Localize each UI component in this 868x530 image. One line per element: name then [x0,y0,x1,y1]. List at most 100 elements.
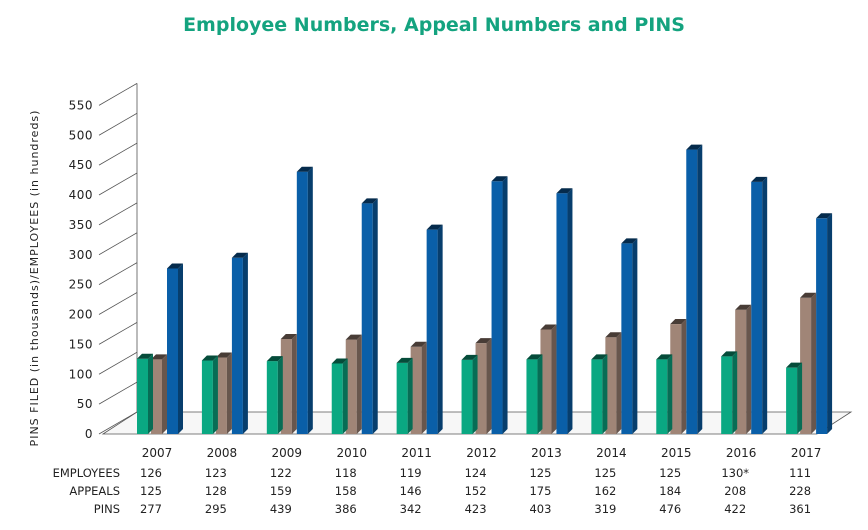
bar-appeals-2008 [215,352,232,434]
table-cell-employees: 125 [594,466,616,480]
bar-face [296,171,308,434]
bar-top [231,252,248,258]
bar-appeals-2012 [475,338,492,434]
y-tick-line [98,232,138,256]
bar-side [342,358,348,434]
bar-side [697,144,703,434]
table-cell-employees: 125 [529,466,551,480]
y-tick-label: 50 [77,397,93,411]
y-tick-label: 550 [69,98,93,112]
chart-title: Employee Numbers, Appeal Numbers and PIN… [183,14,685,36]
table-cell-pins: 422 [724,502,746,516]
x-category-label: 2015 [661,446,692,460]
bar-side [616,332,622,434]
x-category-label: 2013 [531,446,562,460]
bar-side [212,355,218,434]
x-category-label: 2008 [207,446,238,460]
bar-pins-2008 [231,252,248,434]
table-cell-appeals: 125 [140,484,162,498]
bar-face [721,356,733,434]
bar-face [201,360,213,434]
bar-top [686,144,703,150]
table-cell-pins: 361 [789,502,811,516]
bar-face [686,149,698,434]
bar-appeals-2014 [605,332,622,434]
table-row-label-employees: EMPLOYEES [53,466,120,480]
y-tick-label: 250 [69,278,93,292]
bar-side [797,362,803,434]
bar-face [621,243,633,434]
data-table: EMPLOYEES 126 123 122 118 119 124 125 125 125 130*… [53,466,811,516]
bar-employees-2015 [656,354,673,434]
table-cell-appeals: 184 [659,484,681,498]
y-axis-ticks: 0 50 100 150 200 250 300 350 400 450 500 550 [69,83,138,441]
table-cell-employees: 119 [400,466,422,480]
table-cell-appeals: 162 [594,484,616,498]
bar-face [461,359,473,434]
y-tick-label: 500 [69,128,93,142]
bar-face [751,181,763,434]
x-category-label: 2016 [726,446,757,460]
x-category-label: 2010 [336,446,367,460]
bar-side [567,188,573,434]
y-tick-label: 350 [69,218,93,232]
table-cell-appeals: 158 [335,484,357,498]
bar-employees-2010 [331,358,348,434]
bar-side [277,356,283,434]
bar-top [361,198,378,204]
bar-side [827,213,833,434]
bar-side [291,333,297,434]
bar-top [721,351,738,357]
x-axis-categories: 2007 2008 2009 2010 2011 2012 2013 2014 2015 2016… [142,446,822,460]
bar-face [331,363,343,434]
bar-appeals-2011 [410,341,427,434]
bar-face [137,358,148,434]
bar-top [656,354,673,360]
bar-side [486,338,492,434]
bar-face [670,324,682,434]
bar-top [426,224,443,230]
x-category-label: 2009 [272,446,303,460]
bar-face [426,229,438,434]
bar-employees-2007 [137,353,153,434]
bar-employees-2017 [786,362,803,434]
bar-side [226,352,232,434]
x-category-label: 2012 [466,446,497,460]
bar-employees-2011 [396,357,413,434]
bar-side [356,334,362,434]
table-cell-employees: 111 [789,466,811,480]
y-tick-line [98,351,138,375]
bar-top [167,263,183,269]
bar-pins-2011 [426,224,443,434]
x-category-label: 2011 [401,446,432,460]
bar-top [296,166,313,172]
bar-top [540,324,557,330]
bar-side [178,263,183,434]
bar-top [215,352,232,358]
table-cell-employees: 122 [270,466,292,480]
bar-face [231,257,243,434]
y-tick-line [98,292,138,315]
bar-appeals-2016 [735,304,752,434]
bar-face [591,359,603,434]
bar-face [167,268,178,434]
y-tick-label: 200 [69,308,93,322]
bar-appeals-2009 [280,333,297,434]
y-tick-line [98,262,138,285]
bar-side [372,198,378,434]
bar-top [201,355,218,361]
bar-face [605,337,617,434]
bar-top [591,354,608,360]
bar-face [540,329,552,434]
bar-top [786,362,803,368]
bar-top [816,213,833,219]
bar-side [667,354,673,434]
table-cell-pins: 439 [270,502,292,516]
table-cell-appeals: 128 [205,484,227,498]
bar-face [361,203,373,434]
table-cell-appeals: 208 [724,484,746,498]
bar-pins-2007 [167,263,183,434]
bar-side [407,357,413,434]
bar-top [491,176,508,182]
